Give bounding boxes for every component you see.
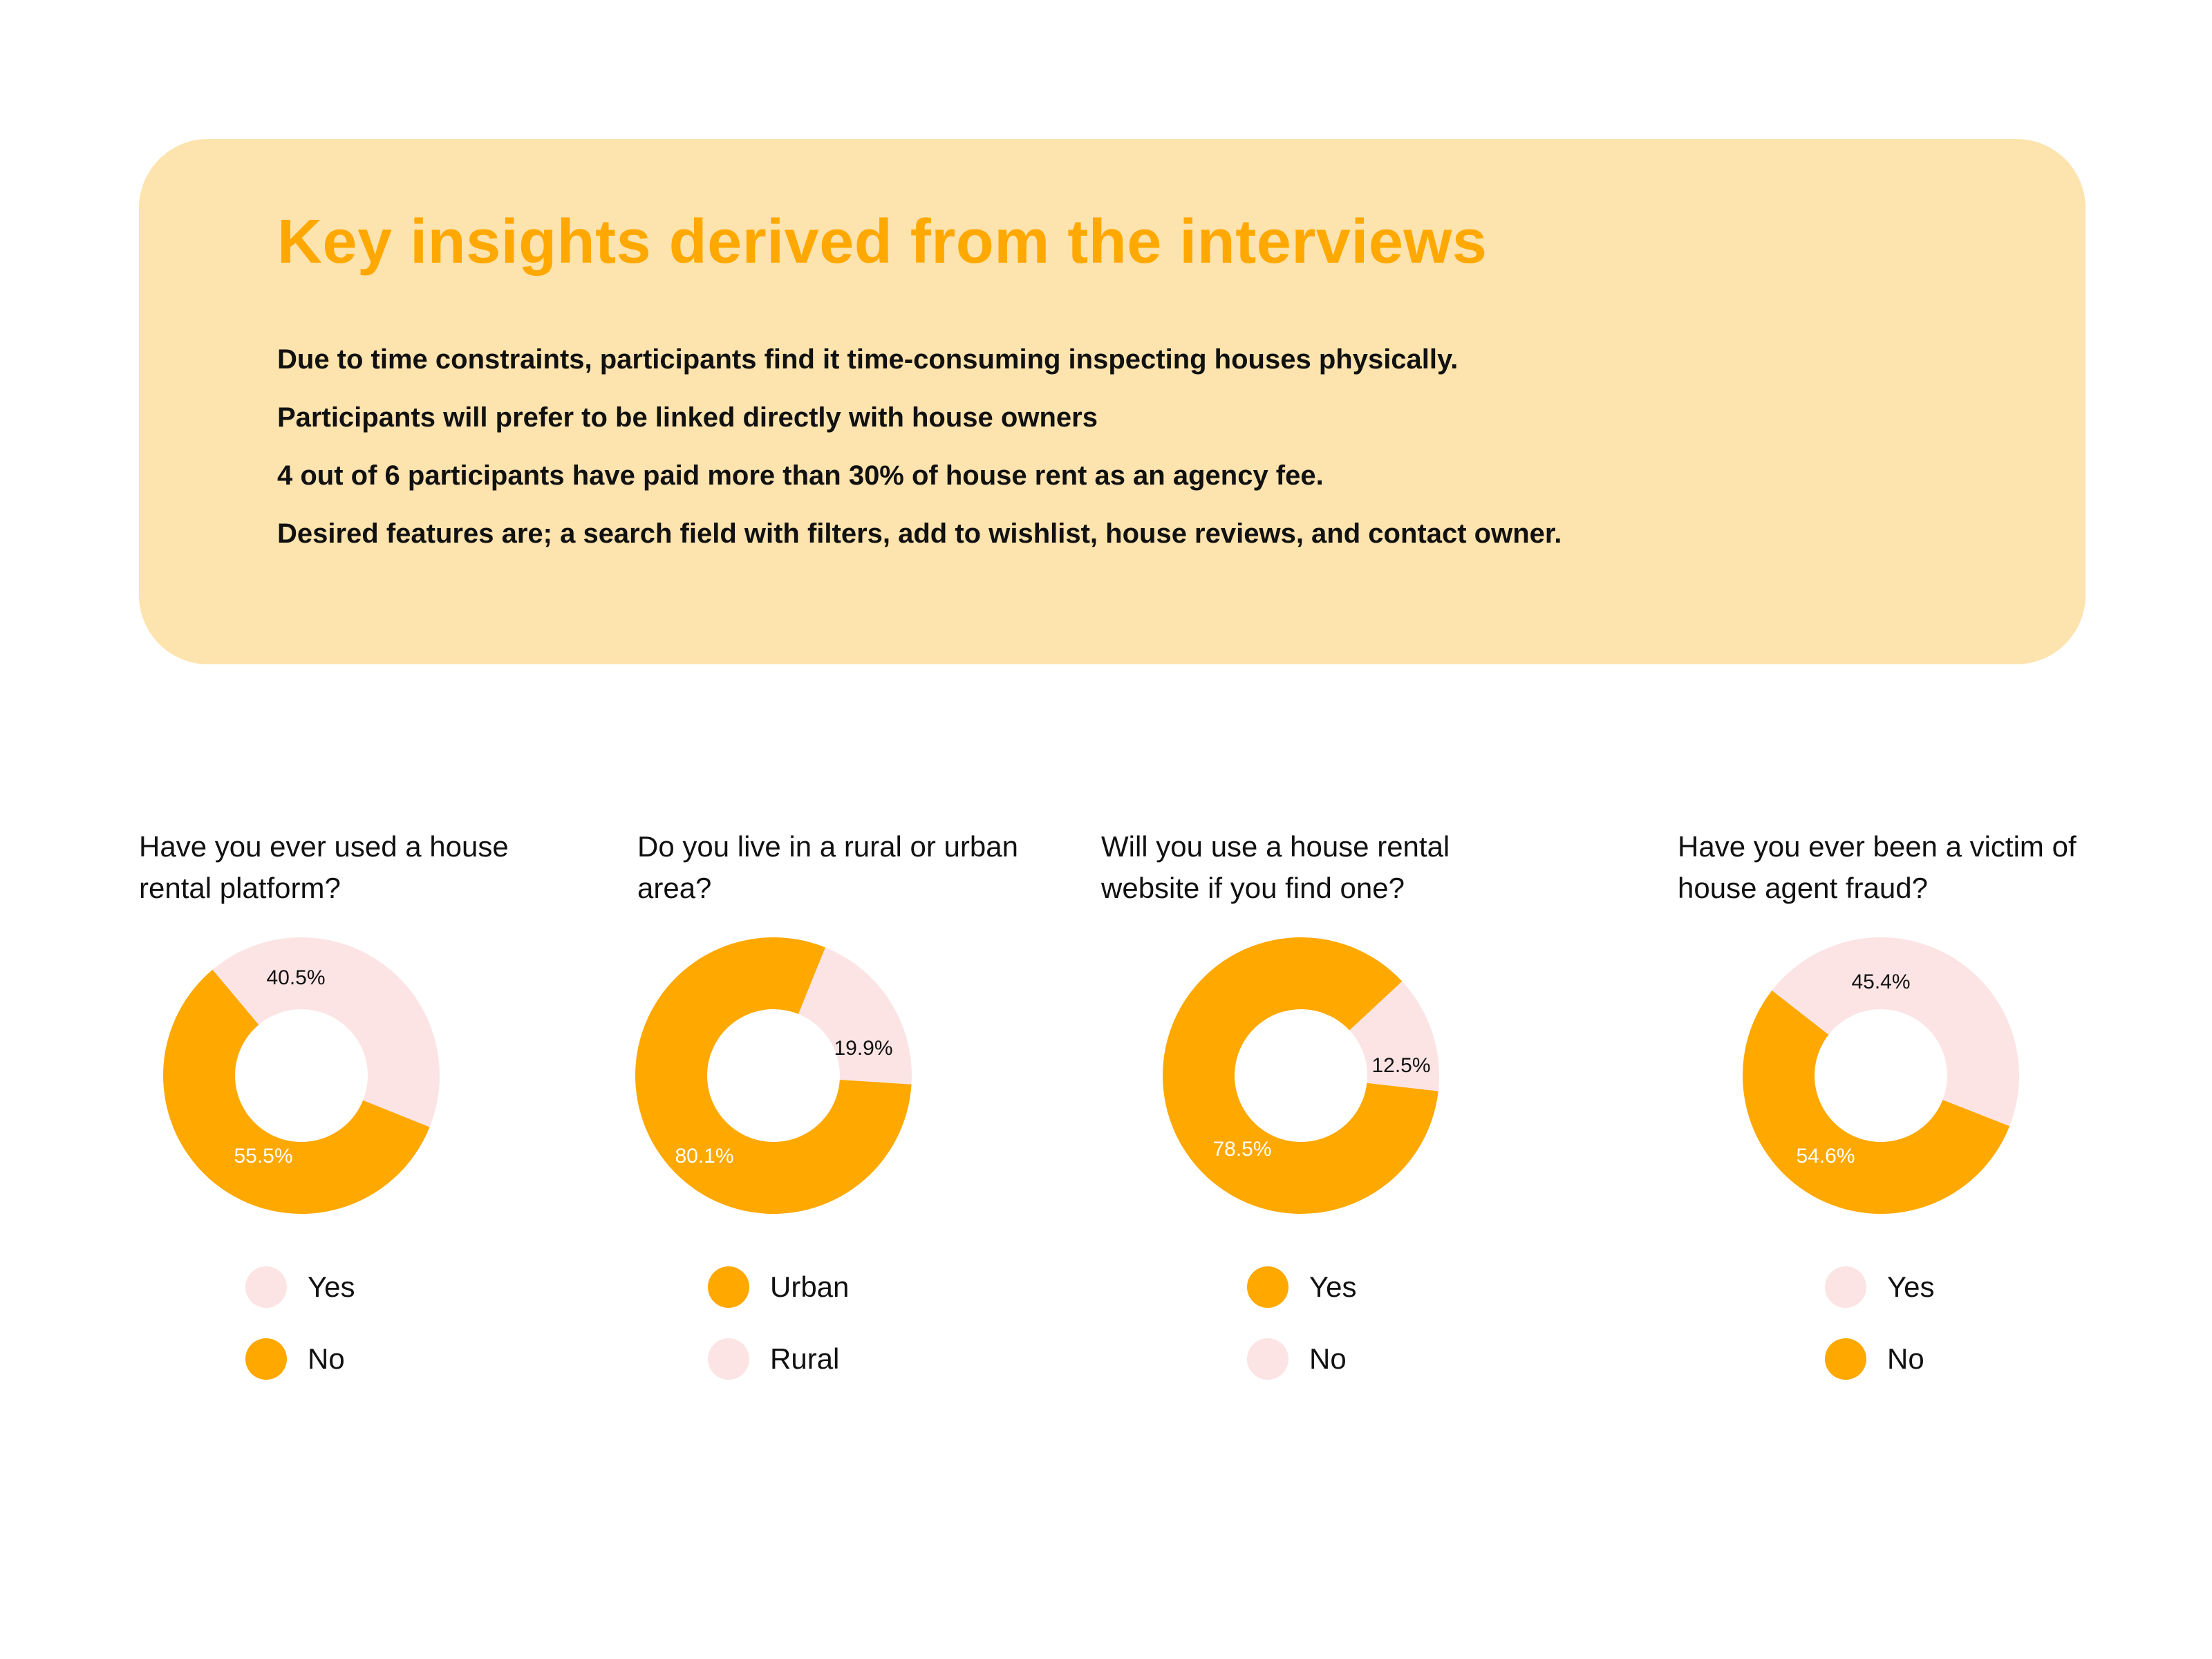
insight-line: 4 out of 6 participants have paid more t… [277, 460, 1324, 491]
slice-value-label: 12.5% [1371, 1054, 1430, 1077]
insights-panel: Key insights derived from the interviews… [139, 139, 2086, 664]
donut-chart-rural-or-urban: 19.9% 80.1% [635, 937, 912, 1214]
chart-question: Have you ever been a victim of house age… [1678, 830, 2077, 904]
legend-label: Yes [1309, 1271, 1357, 1303]
slice-value-label: 45.4% [1851, 971, 1910, 993]
slice-value-label: 54.6% [1796, 1145, 1855, 1168]
legend-swatch [708, 1266, 749, 1308]
legend-label: Rural [770, 1342, 840, 1375]
insight-line: Participants will prefer to be linked di… [277, 402, 1098, 433]
chart-use-rental-website: Will you use a house rental website if y… [1101, 826, 1544, 909]
donut-slice-no [163, 969, 430, 1214]
donut-slice-no [1743, 990, 2010, 1214]
legend-swatch [1247, 1338, 1288, 1380]
chart-house-rental-platform: Have you ever used a house rental platfo… [139, 826, 581, 909]
legend-swatch [1825, 1266, 1866, 1308]
chart-question: Do you live in a rural or urban area? [637, 830, 1018, 904]
legend-label: Urban [770, 1271, 850, 1303]
donut-chart-house-rental-platform: 40.5% 55.5% [163, 937, 440, 1214]
legend-label: No [308, 1342, 345, 1375]
legend-swatch [245, 1266, 287, 1308]
legend-label: Yes [308, 1271, 355, 1303]
insights-title: Key insights derived from the interviews [277, 207, 1488, 276]
donut-slice-urban [635, 937, 912, 1214]
legend-swatch [245, 1338, 287, 1380]
legend-label: Yes [1887, 1271, 1935, 1303]
legend-label: No [1887, 1342, 1924, 1375]
slice-value-label: 78.5% [1212, 1138, 1271, 1161]
donut-slice-yes [1772, 937, 2019, 1127]
donut-slice-rural [798, 947, 912, 1085]
legend-label: No [1309, 1342, 1347, 1375]
donut-chart-use-rental-website: 12.5% 78.5% [1163, 937, 1439, 1214]
slice-value-label: 55.5% [234, 1145, 292, 1168]
chart-rural-or-urban: Do you live in a rural or urban area? [637, 826, 1080, 909]
legend-swatch [1247, 1266, 1288, 1308]
chart-question: Have you ever used a house rental platfo… [139, 830, 509, 904]
slice-value-label: 40.5% [266, 966, 325, 989]
legend-swatch [708, 1338, 749, 1380]
insight-line: Desired features are; a search field wit… [277, 518, 1562, 549]
donut-slice-no [1349, 981, 1439, 1091]
slice-value-label: 19.9% [834, 1037, 892, 1060]
donut-slice-yes [1163, 937, 1438, 1214]
slice-value-label: 80.1% [675, 1145, 733, 1168]
insight-line: Due to time constraints, participants fi… [277, 344, 1459, 375]
legend-swatch [1825, 1338, 1866, 1380]
donut-chart-agent-fraud: 45.4% 54.6% [1743, 937, 2019, 1214]
donut-slice-yes [212, 937, 440, 1127]
chart-agent-fraud: Have you ever been a victim of house age… [1678, 826, 2120, 909]
chart-question: Will you use a house rental website if y… [1101, 830, 1450, 904]
